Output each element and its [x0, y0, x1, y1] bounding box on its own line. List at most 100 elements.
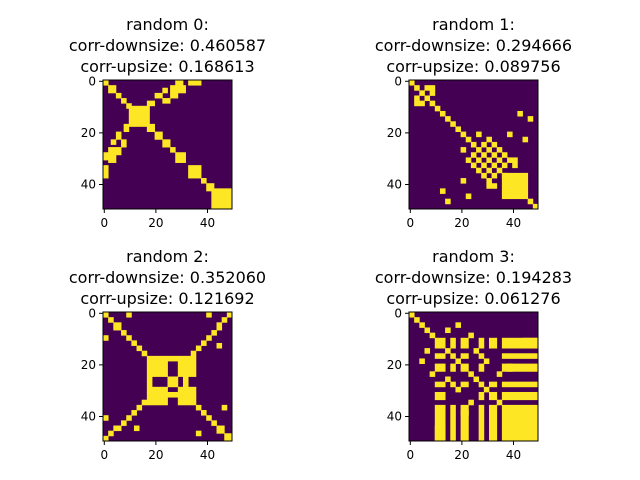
heatmap-cell-block — [501, 391, 539, 401]
x-tick-label: 40 — [200, 448, 215, 462]
heatmap-cell-block — [429, 371, 436, 377]
heatmap-cell-block — [445, 327, 451, 334]
heatmap-cell-block — [216, 322, 223, 331]
heatmap-cell-block — [429, 85, 436, 91]
heatmap-cell-block — [434, 404, 446, 442]
heatmap-cell-block — [108, 85, 117, 94]
heatmap-cell-block — [195, 404, 202, 411]
x-tick-label: 20 — [148, 216, 163, 230]
heatmap-cell-block — [211, 188, 223, 200]
heatmap-cell-block — [103, 435, 109, 442]
panel-title-line: corr-downsize: 0.294666 — [375, 36, 572, 55]
heatmap-cell-block — [167, 355, 179, 362]
heatmap-cell-block — [507, 157, 518, 163]
heatmap-cell-block — [167, 391, 179, 398]
y-tick-label: 20 — [81, 358, 96, 372]
y-tick-label: 20 — [387, 126, 402, 140]
heatmap-cell-block — [221, 404, 228, 411]
heatmap-cell-block — [121, 420, 127, 426]
heatmap-cell-block — [419, 358, 425, 364]
heatmap-cell-block — [501, 381, 539, 388]
heatmap-cell-block — [424, 85, 431, 91]
heatmap-cell-block — [409, 80, 415, 86]
heatmap-cell-block — [476, 147, 482, 153]
heatmap-cell-block — [501, 363, 539, 372]
heatmap-cell-block — [517, 110, 523, 117]
y-tick-label: 40 — [387, 177, 402, 191]
heatmap-cell-block — [177, 386, 197, 406]
x-tick-label: 20 — [454, 448, 469, 462]
heatmap-cell-block — [465, 136, 472, 143]
heatmap-cell-block — [455, 386, 461, 393]
heatmap-cell-block — [470, 162, 477, 169]
heatmap-cell-block — [170, 147, 176, 153]
heatmap-cell-block — [414, 85, 420, 91]
heatmap-cell-block — [177, 85, 186, 94]
heatmap-cell-block — [527, 198, 534, 205]
x-tick-label: 40 — [200, 216, 215, 230]
panel-title-line: corr-upsize: 0.061276 — [386, 289, 560, 308]
heatmap-cell-block — [172, 381, 179, 388]
heatmap-cell-block — [496, 147, 503, 153]
heatmap-cell-block — [146, 123, 155, 132]
heatmap-cell-block — [486, 157, 492, 163]
heatmap-cell-block — [201, 178, 207, 184]
heatmap-cell-block — [414, 100, 420, 107]
y-tick-label: 0 — [88, 306, 96, 320]
heatmap-cell-block — [221, 317, 228, 323]
heatmap-cell-block — [460, 410, 469, 416]
heatmap-cell-block — [175, 152, 186, 163]
heatmap-cell-block — [501, 172, 523, 194]
x-tick-label: 0 — [100, 216, 108, 230]
heatmap-cell-block — [108, 430, 114, 437]
heatmap-cell-block — [522, 136, 529, 143]
heatmap-cell-block — [110, 139, 117, 145]
heatmap-cell-block — [216, 425, 225, 434]
heatmap-cell-block — [141, 399, 148, 406]
heatmap-cell-block — [121, 330, 127, 336]
heatmap-cell-block — [221, 188, 233, 200]
heatmap-cell-block — [409, 312, 415, 318]
heatmap-cell-block — [488, 404, 498, 442]
heatmap-cell-block — [465, 193, 472, 200]
heatmap-cell-block — [434, 381, 446, 388]
heatmap-cell-block — [434, 337, 446, 349]
heatmap-cell-block — [170, 92, 179, 99]
heatmap-cell-block — [450, 337, 456, 349]
heatmap-cell-block — [501, 404, 539, 442]
heatmap-cell-block — [460, 353, 469, 359]
heatmap-cell-block — [154, 92, 163, 99]
heatmap-cell-block — [190, 350, 197, 357]
heatmap-cell-block — [103, 312, 109, 318]
heatmap-cell-block — [491, 172, 498, 179]
axes-frame — [102, 79, 233, 210]
panel-title-line: random 2: — [126, 247, 209, 266]
heatmap-cell-block — [429, 332, 436, 339]
heatmap-cell-block — [424, 95, 431, 102]
y-tick-label: 20 — [387, 358, 402, 372]
heatmap-cell-block — [496, 399, 503, 406]
heatmap-cell-block — [429, 100, 436, 107]
heatmap-cell-block — [468, 399, 474, 406]
heatmap-cell-block — [478, 381, 485, 388]
heatmap-cell-block — [476, 157, 482, 163]
heatmap-cell-block — [126, 415, 132, 421]
heatmap-cell-block — [154, 131, 163, 140]
heatmap-cell-block — [476, 167, 482, 174]
heatmap-cell-block — [128, 105, 150, 127]
heatmap-cell-block — [162, 139, 171, 148]
axes-frame — [102, 311, 233, 442]
heatmap-cell-block — [136, 404, 143, 411]
heatmap-cell-block — [470, 152, 477, 158]
panel-title-line: corr-upsize: 0.121692 — [80, 289, 254, 308]
heatmap-cell-block — [226, 312, 233, 318]
heatmap-cell-block — [206, 335, 212, 341]
heatmap-cell-block — [445, 116, 451, 122]
x-tick-label: 20 — [148, 448, 163, 462]
x-tick-label: 20 — [454, 216, 469, 230]
heatmap-cell-block — [115, 131, 122, 140]
heatmap-cell-block — [103, 152, 109, 161]
heatmap-cell-block — [486, 147, 492, 153]
heatmap-cell-block — [206, 183, 215, 192]
panel-title-line: random 3: — [432, 247, 515, 266]
